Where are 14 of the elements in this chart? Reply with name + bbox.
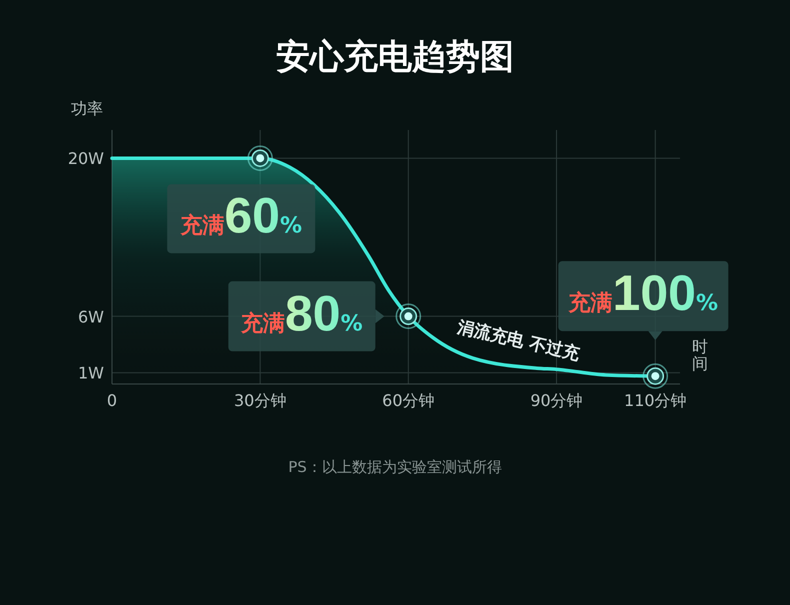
- text: PS：以上数据为实验室测试所得: [288, 458, 502, 476]
- y-tick-label: 20W: [68, 149, 104, 168]
- y-tick-label: 1W: [78, 364, 104, 383]
- y-axis-title: 功率: [71, 99, 103, 118]
- annotation: 充满60%: [179, 188, 302, 244]
- y-tick-label: 6W: [78, 307, 104, 326]
- x-tick-label: 90分钟: [530, 391, 583, 410]
- x-tick-label: 60分钟: [382, 391, 435, 410]
- annotation: 充满80%: [240, 285, 363, 342]
- chart-title: 安心充电趋势图: [276, 37, 514, 77]
- x-axis-title: 时间: [692, 337, 708, 373]
- x-tick-label: 0: [106, 391, 118, 410]
- x-tick-label: 110分钟: [624, 391, 687, 410]
- x-tick-label: 30分钟: [234, 391, 286, 410]
